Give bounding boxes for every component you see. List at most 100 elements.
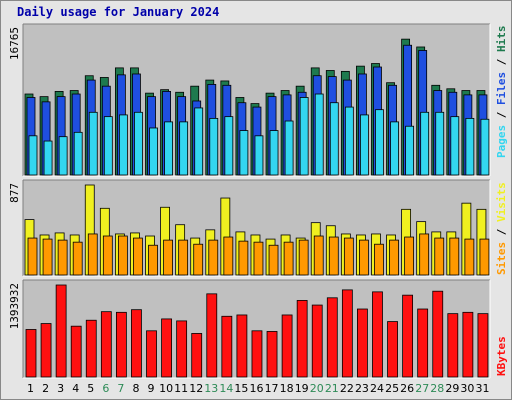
day-label: 5 [87, 382, 94, 395]
kbytes-bar [176, 320, 188, 378]
kbytes-bar [432, 290, 444, 378]
kbytes-bar [131, 309, 142, 378]
pages-bar [299, 97, 309, 176]
pages-bar [103, 116, 113, 176]
kbytes-bar [266, 331, 278, 378]
kbytes-bar [40, 323, 52, 378]
pages-bar [149, 127, 158, 176]
sites-bar [374, 243, 384, 276]
pages-bar [360, 114, 369, 176]
pages-bar [88, 111, 98, 176]
day-label: 18 [280, 382, 294, 395]
day-label: 26 [400, 382, 414, 395]
day-label: 28 [430, 382, 444, 395]
sites-bar [87, 233, 98, 276]
day-label: 12 [189, 382, 203, 395]
sites-bar [193, 243, 204, 276]
legend-hits-files-pages: Pages / Files / Hits [495, 26, 508, 159]
ymax-label-2: 1393932 [8, 283, 21, 329]
kbytes-bar [341, 289, 353, 378]
sites-bar [389, 239, 399, 276]
kbytes-bar [146, 330, 157, 378]
day-label: 11 [174, 382, 188, 395]
kbytes-bar [191, 333, 203, 378]
legend-visits-sites: Sites / Visits [495, 182, 508, 275]
day-label: 10 [159, 382, 173, 395]
pages-bar [284, 120, 294, 176]
sites-bar [208, 239, 219, 276]
day-label: 13 [204, 382, 218, 395]
day-label: 4 [72, 382, 79, 395]
pages-bar [465, 117, 475, 176]
pages-bar [344, 106, 354, 176]
pages-bar [43, 140, 53, 176]
kbytes-bar [70, 325, 82, 378]
kbytes-bar [447, 313, 459, 378]
sites-bar [72, 241, 83, 276]
kbytes-bar [326, 297, 338, 378]
day-label: 8 [132, 382, 139, 395]
pages-bar [194, 107, 204, 176]
kbytes-bar [477, 313, 489, 378]
sites-bar [434, 237, 445, 276]
kbytes-bar [402, 294, 414, 378]
day-label: 6 [102, 382, 109, 395]
day-label: 16 [250, 382, 264, 395]
kbytes-bar [281, 314, 293, 378]
sites-bar [449, 237, 460, 276]
sites-bar [404, 236, 415, 276]
sites-bar [253, 241, 264, 276]
ymax-label-0: 16765 [8, 27, 21, 60]
sites-bar [57, 239, 68, 276]
sites-bar [42, 238, 53, 276]
day-label: 9 [148, 382, 155, 395]
pages-bar [28, 135, 38, 176]
sites-bar [313, 235, 324, 276]
kbytes-bar [161, 318, 172, 378]
day-label: 17 [265, 382, 279, 395]
day-label: 31 [475, 382, 489, 395]
pages-bar [118, 114, 128, 176]
kbytes-bar [251, 330, 263, 378]
pages-bar [73, 131, 83, 176]
pages-bar [254, 135, 264, 176]
day-label: 27 [415, 382, 429, 395]
kbytes-bar [206, 293, 218, 378]
sites-bar [464, 238, 475, 276]
kbytes-bar [100, 311, 112, 378]
sites-bar [343, 237, 354, 276]
day-label: 7 [117, 382, 124, 395]
sites-bar [359, 239, 369, 276]
pages-bar [314, 93, 324, 176]
pages-bar [224, 116, 234, 176]
ymax-label-1: 877 [8, 183, 21, 203]
kbytes-bar [462, 311, 474, 378]
pages-bar [420, 111, 430, 176]
sites-bar [133, 237, 143, 276]
day-label: 3 [57, 382, 64, 395]
sites-bar [27, 237, 38, 276]
kbytes-bar [372, 291, 383, 378]
kbytes-bar [417, 308, 429, 378]
day-label: 23 [355, 382, 369, 395]
pages-bar [450, 116, 460, 176]
day-label: 21 [325, 382, 339, 395]
kbytes-bar [85, 319, 97, 378]
kbytes-bar [55, 284, 67, 378]
pages-bar [390, 121, 399, 176]
chart-title: Daily usage for January 2024 [17, 5, 220, 19]
legend-kbytes: KBytes [495, 336, 508, 376]
kbytes-bar [387, 321, 398, 378]
sites-bar [268, 244, 279, 276]
sites-bar [298, 239, 309, 276]
day-label: 22 [340, 382, 354, 395]
pages-bar [480, 118, 490, 176]
kbytes-bar [236, 314, 248, 378]
sites-bar [328, 236, 339, 276]
pages-bar [134, 111, 143, 176]
day-label: 29 [445, 382, 459, 395]
kbytes-bar [296, 300, 308, 378]
sites-bar [117, 235, 128, 276]
day-label: 20 [310, 382, 324, 395]
pages-bar [435, 111, 445, 176]
